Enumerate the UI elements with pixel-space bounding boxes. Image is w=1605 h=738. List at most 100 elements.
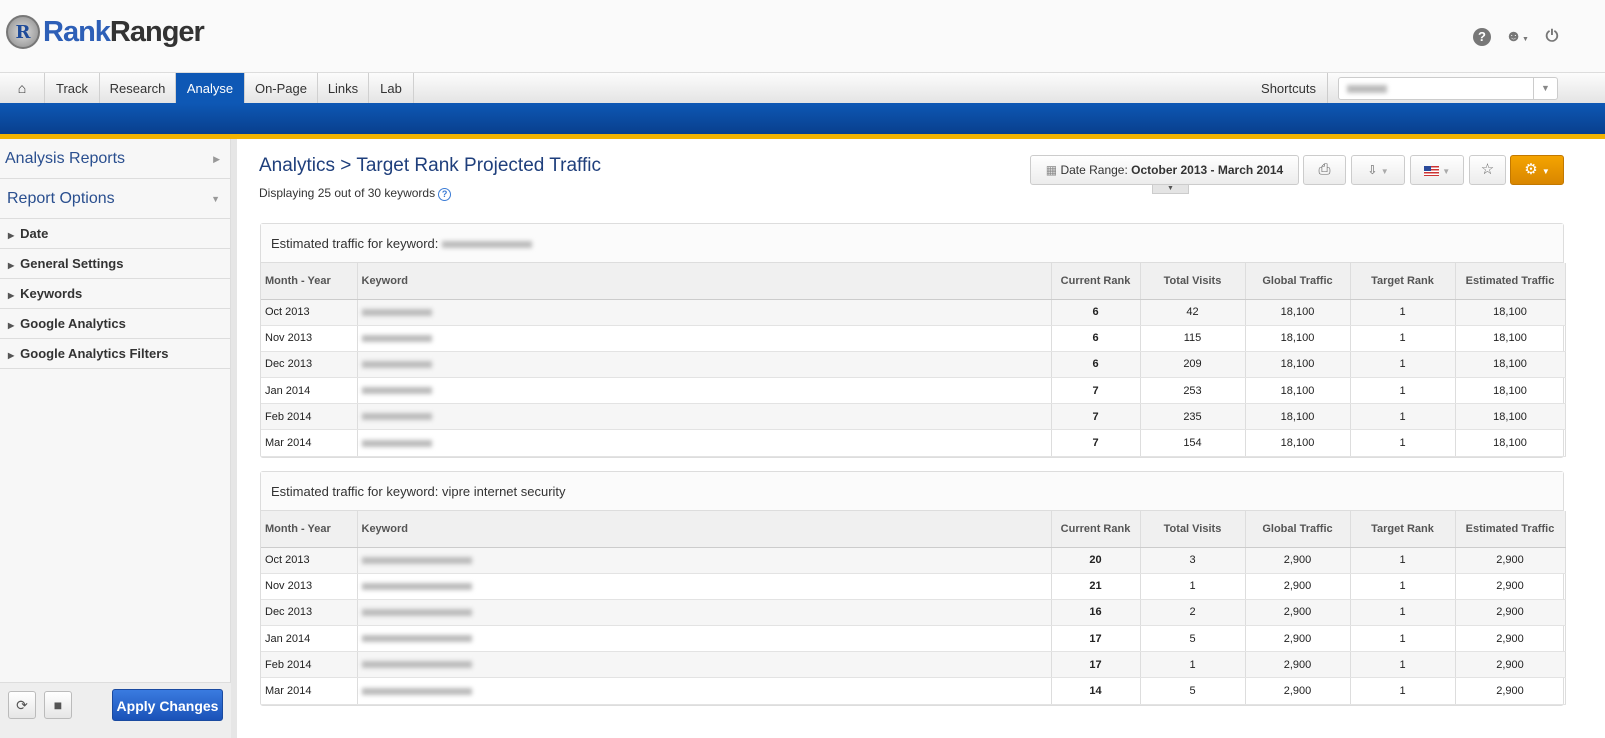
- column-header[interactable]: Keyword: [357, 511, 1052, 548]
- target-rank-cell: 1: [1350, 677, 1456, 705]
- month-cell: Oct 2013: [261, 547, 358, 574]
- column-header[interactable]: Total Visits: [1140, 511, 1246, 548]
- sidebar-item-google-analytics[interactable]: ▶ Google Analytics: [0, 309, 230, 339]
- keyword-cell: [357, 403, 1052, 431]
- tab-links[interactable]: Links: [318, 73, 369, 104]
- caret-right-icon: ▶: [8, 321, 15, 330]
- label: Google Analytics: [20, 316, 126, 331]
- date-range-button[interactable]: ▦ Date Range: October 2013 - March 2014: [1030, 155, 1299, 185]
- export-button[interactable]: ⇩ ▼: [1351, 155, 1405, 185]
- power-icon[interactable]: ⏻: [1545, 28, 1559, 45]
- column-header[interactable]: Month - Year: [261, 511, 358, 548]
- table-row: Nov 2013 6 115 18,100 1 18,100: [261, 325, 1566, 352]
- panel-title: Estimated traffic for keyword: vipre int…: [261, 472, 1563, 511]
- user-menu-icon[interactable]: ☻▼: [1505, 28, 1529, 45]
- table-row: Mar 2014 14 5 2,900 1 2,900: [261, 677, 1566, 705]
- keyword-cell: [357, 299, 1052, 326]
- column-header[interactable]: Month - Year: [261, 263, 358, 300]
- keyword-cell: [357, 547, 1052, 574]
- traffic-table: Month - Year Keyword Current Rank Total Vis…: [261, 511, 1566, 705]
- tab-lab[interactable]: Lab: [369, 73, 414, 104]
- total-visits-cell: 5: [1140, 677, 1246, 705]
- blurred-keyword: [361, 334, 432, 342]
- print-button[interactable]: ⎙: [1303, 155, 1346, 185]
- help-icon[interactable]: ?: [1473, 28, 1491, 46]
- sidebar-report-options[interactable]: Report Options ▼: [0, 179, 230, 219]
- date-toggle-chevron-icon[interactable]: ▼: [1152, 185, 1189, 194]
- column-header[interactable]: Estimated Traffic: [1455, 263, 1566, 300]
- calendar-icon: ▦: [1045, 163, 1061, 177]
- chevron-down-icon[interactable]: ▼: [1533, 78, 1557, 99]
- table-header-row: Month - Year Keyword Current Rank Total Vis…: [261, 511, 1566, 548]
- label: Date: [20, 226, 49, 241]
- global-traffic-cell: 18,100: [1245, 325, 1351, 352]
- settings-button[interactable]: ⚙ ▼: [1510, 155, 1564, 185]
- project-select[interactable]: ▼: [1338, 77, 1558, 100]
- sidebar-footer: ⟳ ■ Apply Changes: [0, 682, 231, 738]
- total-visits-cell: 1: [1140, 573, 1246, 600]
- global-traffic-cell: 2,900: [1245, 625, 1351, 653]
- column-header[interactable]: Global Traffic: [1245, 511, 1351, 548]
- sidebar-item-keywords[interactable]: ▶ Keywords: [0, 279, 230, 309]
- keyword-cell: [357, 677, 1052, 705]
- blurred-project-name: [1347, 85, 1387, 93]
- month-cell: Mar 2014: [261, 429, 358, 457]
- blue-band: [0, 103, 1605, 134]
- current-rank-cell: 17: [1051, 625, 1141, 653]
- month-cell: Nov 2013: [261, 573, 358, 600]
- sidebar-item-date[interactable]: ▶ Date: [0, 219, 230, 249]
- blurred-keyword: [361, 361, 432, 369]
- refresh-icon[interactable]: ⟳: [8, 691, 36, 719]
- table-row: Feb 2014 7 235 18,100 1 18,100: [261, 403, 1566, 431]
- country-select[interactable]: ▼: [1410, 155, 1464, 185]
- panel-title-text: Estimated traffic for keyword: vipre int…: [271, 484, 566, 499]
- favorite-button[interactable]: ☆: [1469, 155, 1506, 185]
- home-icon[interactable]: ⌂: [0, 73, 45, 104]
- column-header[interactable]: Current Rank: [1051, 263, 1141, 300]
- month-cell: Feb 2014: [261, 651, 358, 679]
- sidebar-analysis-reports[interactable]: Analysis Reports ▶: [0, 139, 230, 179]
- column-header[interactable]: Global Traffic: [1245, 263, 1351, 300]
- help-icon[interactable]: ?: [438, 188, 452, 201]
- caret-right-icon: ▶: [8, 291, 15, 300]
- export-icon: ⇩: [1367, 163, 1378, 177]
- main-nav: ⌂ Track Research Analyse On-Page Links L…: [0, 72, 1605, 104]
- date-range-value: October 2013 - March 2014: [1131, 163, 1284, 177]
- column-header[interactable]: Target Rank: [1350, 263, 1456, 300]
- caret-right-icon: ▶: [8, 261, 15, 270]
- keyword-cell: [357, 599, 1052, 627]
- keyword-cell: [357, 573, 1052, 600]
- tab-track[interactable]: Track: [45, 73, 100, 104]
- label: Analysis Reports: [5, 150, 126, 167]
- sidebar-item-google-analytics-filters[interactable]: ▶ Google Analytics Filters: [0, 339, 230, 369]
- current-rank-cell: 14: [1051, 677, 1141, 705]
- rankranger-logo[interactable]: R Rank Ranger: [6, 15, 205, 49]
- column-header[interactable]: Total Visits: [1140, 263, 1246, 300]
- shortcuts-link[interactable]: Shortcuts: [1250, 73, 1328, 104]
- date-range-label: Date Range:: [1060, 163, 1132, 177]
- tab-analyse[interactable]: Analyse: [176, 73, 245, 104]
- target-rank-cell: 1: [1350, 625, 1456, 653]
- column-header[interactable]: Target Rank: [1350, 511, 1456, 548]
- save-icon[interactable]: ■: [44, 691, 72, 719]
- target-rank-cell: 1: [1350, 299, 1456, 326]
- traffic-table: Month - Year Keyword Current Rank Total Vis…: [261, 263, 1566, 457]
- chevron-down-icon: ▼: [1541, 167, 1550, 176]
- estimated-traffic-cell: 2,900: [1455, 677, 1566, 705]
- current-rank-cell: 20: [1051, 547, 1141, 574]
- target-rank-cell: 1: [1350, 573, 1456, 600]
- tab-research[interactable]: Research: [100, 73, 176, 104]
- column-header[interactable]: Current Rank: [1051, 511, 1141, 548]
- sidebar-resize-handle[interactable]: [231, 139, 237, 738]
- tab-on-page[interactable]: On-Page: [245, 73, 318, 104]
- apply-changes-button[interactable]: Apply Changes: [112, 689, 223, 721]
- column-header[interactable]: Estimated Traffic: [1455, 511, 1566, 548]
- column-header[interactable]: Keyword: [357, 263, 1052, 300]
- target-rank-cell: 1: [1350, 429, 1456, 457]
- total-visits-cell: 5: [1140, 625, 1246, 653]
- page-subtitle: Displaying 25 out of 30 keywords?: [259, 186, 452, 201]
- target-rank-cell: 1: [1350, 599, 1456, 627]
- keyword-cell: [357, 325, 1052, 352]
- sidebar-item-general-settings[interactable]: ▶ General Settings: [0, 249, 230, 279]
- panel-title: Estimated traffic for keyword:: [261, 224, 1563, 263]
